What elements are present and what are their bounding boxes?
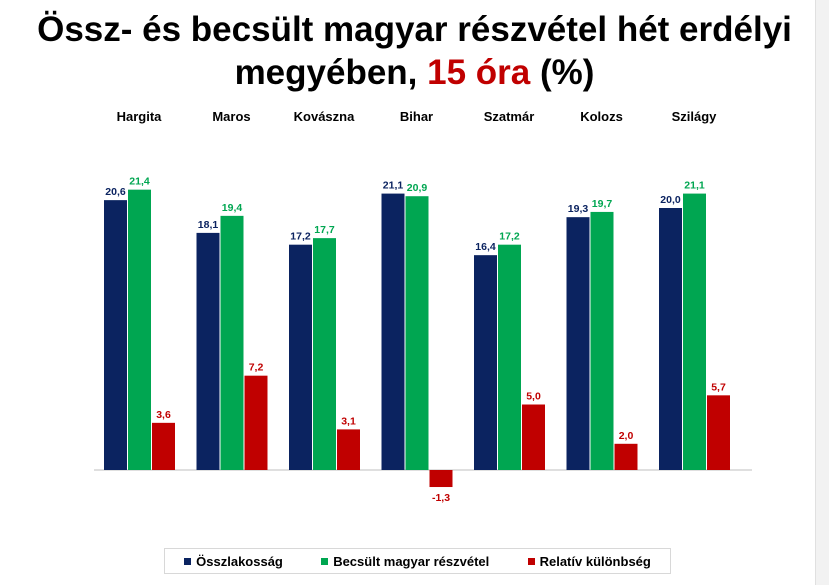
data-label: 7,2 xyxy=(249,362,264,374)
legend-swatch xyxy=(321,557,329,565)
title-line-2: megyében, 15 óra (%) xyxy=(0,51,829,94)
legend-label: Összlakosság xyxy=(196,553,283,569)
category-label: Maros xyxy=(212,109,250,124)
category-label: Szilágy xyxy=(672,109,718,124)
data-label: 19,3 xyxy=(568,203,589,215)
bar xyxy=(498,244,521,470)
data-label: 21,1 xyxy=(383,180,404,192)
chart-title: Össz- és becsült magyar részvétel hét er… xyxy=(0,8,829,94)
bar xyxy=(405,196,429,470)
bar xyxy=(128,189,151,470)
bar xyxy=(152,422,175,470)
data-label: -1,3 xyxy=(432,492,450,504)
data-label: 21,4 xyxy=(129,176,150,188)
bar xyxy=(683,193,706,470)
bar xyxy=(659,208,682,470)
bar xyxy=(429,470,453,488)
data-label: 17,2 xyxy=(290,231,311,243)
title-line-2-post: (%) xyxy=(530,53,595,92)
legend-swatch xyxy=(527,557,535,565)
data-label: 5,7 xyxy=(711,381,726,393)
bar xyxy=(522,404,545,470)
data-label: 16,4 xyxy=(475,241,496,253)
category-label: Kovászna xyxy=(294,109,355,124)
legend-item-osszlakossag: Összlakosság xyxy=(184,554,283,569)
bar xyxy=(289,244,312,470)
category-label: Kolozs xyxy=(580,109,623,124)
data-label: 18,1 xyxy=(198,219,219,231)
data-label: 5,0 xyxy=(526,391,541,403)
data-label: 3,1 xyxy=(341,415,356,427)
legend-label: Relatív különbség xyxy=(539,553,651,569)
data-label: 20,9 xyxy=(407,182,428,194)
data-label: 19,4 xyxy=(222,202,243,214)
category-label: Szatmár xyxy=(484,109,535,124)
bar xyxy=(590,211,614,470)
legend-label: Becsült magyar részvétel xyxy=(333,553,490,569)
data-label: 20,0 xyxy=(660,194,681,206)
chart-legend: Összlakosság Becsült magyar részvétel Re… xyxy=(164,548,671,574)
bar xyxy=(196,232,220,470)
bar xyxy=(566,217,590,470)
bar xyxy=(313,238,336,470)
category-label: Bihar xyxy=(400,109,433,124)
title-line-2-pre: megyében, xyxy=(234,53,428,92)
bar xyxy=(104,200,127,470)
bar xyxy=(474,255,497,470)
bar xyxy=(244,375,268,470)
scrollbar-edge xyxy=(815,0,829,585)
data-label: 19,7 xyxy=(592,198,613,210)
data-label: 21,1 xyxy=(684,180,705,192)
bar xyxy=(614,443,638,470)
data-label: 3,6 xyxy=(156,409,171,421)
data-label: 17,2 xyxy=(499,231,520,243)
category-label: Hargita xyxy=(117,109,163,124)
legend-item-relativ: Relatív különbség xyxy=(527,553,651,569)
data-label: 20,6 xyxy=(105,186,126,198)
title-line-1: Össz- és becsült magyar részvétel hét er… xyxy=(37,10,792,49)
data-label: 17,7 xyxy=(314,224,335,236)
bar xyxy=(220,215,244,470)
legend-item-becsult: Becsült magyar részvétel xyxy=(321,554,489,569)
legend-swatch xyxy=(184,557,192,565)
bar xyxy=(381,193,405,470)
bar xyxy=(337,429,360,470)
bar xyxy=(707,395,730,470)
title-highlight: 15 óra xyxy=(427,53,531,92)
data-label: 2,0 xyxy=(619,430,634,442)
